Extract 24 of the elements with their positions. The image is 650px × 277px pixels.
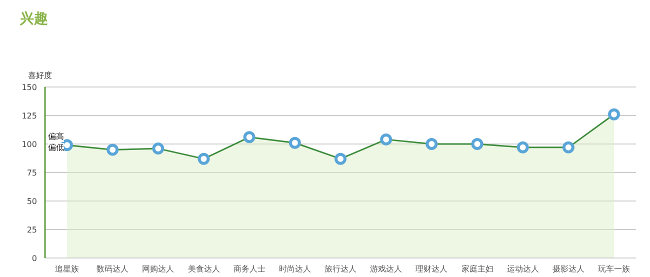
y-tick-label: 125 [22, 111, 37, 120]
x-tick-label: 旅行达人 [324, 264, 356, 274]
x-tick-label: 美食达人 [188, 264, 220, 274]
x-tick-label: 时尚达人 [278, 264, 311, 274]
annotation: 偏高 [48, 132, 64, 142]
x-tick-label: 摄影达人 [552, 264, 584, 274]
annotation: 偏低 [48, 143, 64, 153]
x-tick-label: 网购达人 [142, 264, 174, 274]
y-axis-title: 喜好度 [28, 70, 52, 81]
x-tick-label: 运动达人 [506, 264, 539, 274]
y-tick-label: 50 [26, 196, 37, 206]
y-tick-label: 25 [26, 225, 37, 234]
x-tick-label: 理财达人 [416, 264, 448, 274]
y-tick-label: 100 [22, 140, 37, 149]
x-tick-label: 数码达人 [96, 264, 129, 274]
x-tick-label: 商务人士 [233, 264, 266, 274]
y-tick-label: 0 [32, 254, 37, 263]
x-tick-label: 追星族 [55, 264, 79, 274]
x-tick-label: 玩车一族 [598, 264, 630, 274]
chart-title: 兴趣 [20, 10, 48, 28]
y-tick-label: 150 [22, 82, 37, 92]
x-tick-label: 游戏达人 [370, 264, 402, 274]
y-tick-label: 75 [26, 168, 37, 178]
x-tick-label: 家庭主妇 [461, 264, 494, 274]
